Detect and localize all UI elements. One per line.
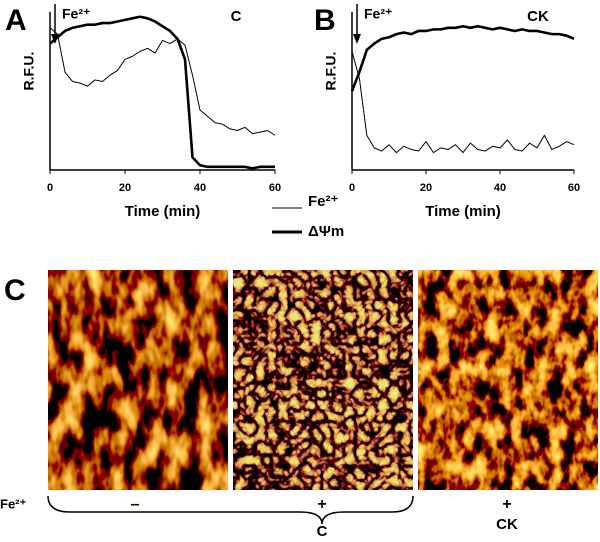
- legend-label: Fe²⁺: [308, 193, 339, 210]
- micrograph: [48, 270, 228, 490]
- series-line: [49, 27, 276, 136]
- micrograph: [418, 270, 598, 490]
- annotation: Fe²⁺: [364, 6, 392, 22]
- series-line: [350, 24, 575, 92]
- annotation: Fe²⁺: [62, 6, 90, 22]
- x-tick-label: 0: [349, 182, 355, 194]
- sign: –: [131, 496, 140, 513]
- panel-label: B: [314, 4, 336, 37]
- sign: +: [502, 496, 511, 513]
- group-label: CK: [496, 516, 518, 533]
- x-axis-title: Time (min): [125, 203, 201, 220]
- x-tick-label: 60: [269, 182, 281, 194]
- y-axis-title: R.F.U.: [323, 52, 339, 91]
- condition-label: CK: [527, 8, 549, 25]
- x-tick-label: 0: [47, 182, 53, 194]
- arrow-head: [353, 34, 361, 44]
- micrograph: [233, 270, 413, 490]
- sign: +: [317, 496, 326, 513]
- series-line: [351, 51, 575, 154]
- y-axis-title: R.F.U.: [21, 52, 37, 91]
- group-label: C: [317, 523, 328, 540]
- panel-label: A: [5, 4, 27, 37]
- panel-label: C: [4, 274, 26, 307]
- x-tick-label: 20: [420, 182, 432, 194]
- x-tick-label: 40: [194, 182, 206, 194]
- condition-label: C: [231, 8, 242, 25]
- legend-label: ΔΨm: [308, 223, 344, 240]
- x-tick-label: 20: [119, 182, 131, 194]
- series-line: [49, 15, 275, 170]
- x-tick-label: 40: [494, 182, 506, 194]
- x-tick-label: 60: [568, 182, 580, 194]
- condition-label: Fe²⁺: [0, 496, 27, 511]
- x-axis-title: Time (min): [425, 203, 501, 220]
- brace: [47, 495, 414, 525]
